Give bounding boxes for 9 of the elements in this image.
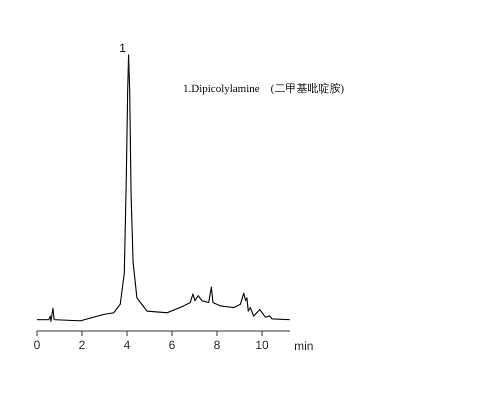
x-tick-label: 4: [124, 338, 131, 352]
x-tick-label: 8: [214, 338, 221, 352]
x-tick-label: 0: [34, 338, 41, 352]
annotation: 1: [119, 41, 126, 55]
x-tick-label: 2: [78, 338, 86, 352]
annotation: 1.Dipicolylamine (二甲基吡啶胺): [183, 82, 344, 95]
x-tick-label: 6: [168, 338, 176, 352]
x-axis-title: min: [294, 339, 314, 353]
x-tick-label: 10: [255, 338, 269, 352]
